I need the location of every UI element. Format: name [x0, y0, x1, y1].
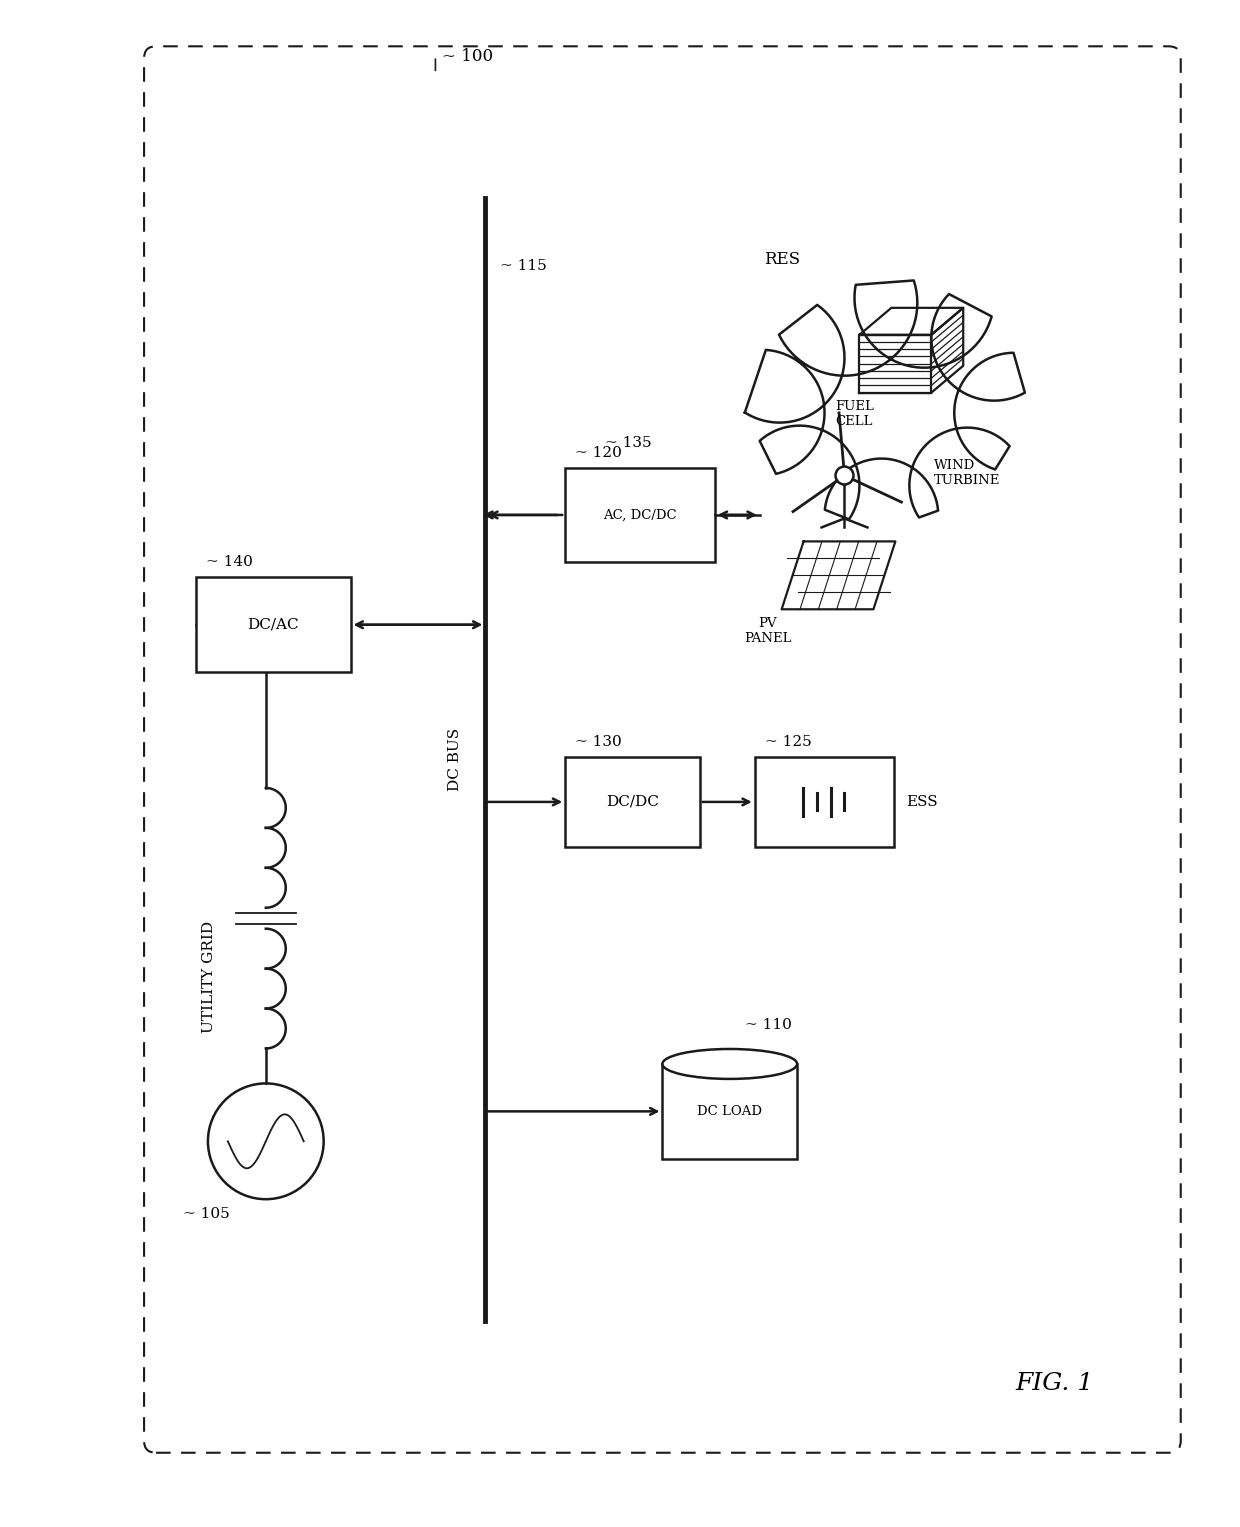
Text: ~ 130: ~ 130 — [575, 734, 621, 750]
Text: UTILITY GRID: UTILITY GRID — [202, 921, 216, 1032]
FancyBboxPatch shape — [755, 757, 894, 847]
Text: ~ 140: ~ 140 — [206, 556, 253, 570]
Ellipse shape — [662, 1049, 797, 1080]
Text: ~ 115: ~ 115 — [500, 260, 547, 273]
FancyBboxPatch shape — [565, 467, 714, 562]
Text: DC BUS: DC BUS — [449, 728, 463, 791]
Polygon shape — [745, 281, 1025, 519]
Text: DC/DC: DC/DC — [606, 796, 658, 809]
Text: ~ 125: ~ 125 — [765, 734, 811, 750]
Text: ~ 110: ~ 110 — [745, 1019, 791, 1032]
Text: WIND
TURBINE: WIND TURBINE — [934, 458, 1001, 487]
Text: ~ 120: ~ 120 — [575, 446, 622, 460]
Text: FUEL
CELL: FUEL CELL — [835, 400, 874, 428]
FancyBboxPatch shape — [662, 1064, 797, 1159]
Text: ~ 100: ~ 100 — [443, 47, 494, 64]
Text: PV
PANEL: PV PANEL — [744, 617, 791, 646]
Text: ~ 105: ~ 105 — [184, 1208, 229, 1222]
FancyBboxPatch shape — [565, 757, 699, 847]
Polygon shape — [781, 542, 895, 609]
Text: ESS: ESS — [906, 796, 937, 809]
Circle shape — [836, 467, 853, 484]
Text: DC/AC: DC/AC — [248, 618, 299, 632]
Text: ~ 135: ~ 135 — [605, 435, 652, 449]
Text: FIG. 1: FIG. 1 — [1014, 1373, 1094, 1396]
Text: AC, DC/DC: AC, DC/DC — [603, 508, 677, 521]
Text: DC LOAD: DC LOAD — [697, 1106, 763, 1118]
FancyBboxPatch shape — [196, 577, 351, 672]
Text: RES: RES — [764, 250, 800, 267]
